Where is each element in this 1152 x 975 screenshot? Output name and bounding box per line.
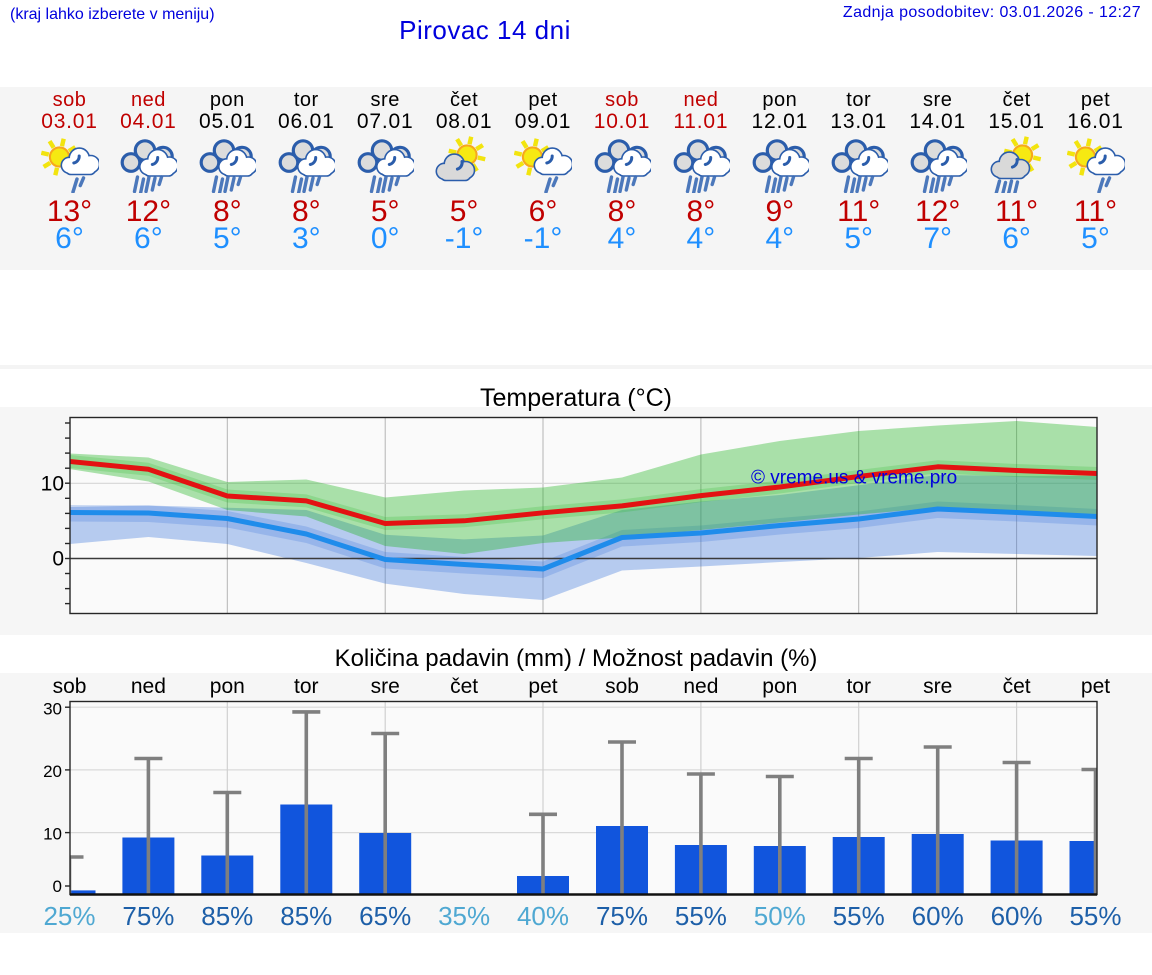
- svg-text:40%: 40%: [517, 901, 569, 931]
- svg-text:75%: 75%: [122, 901, 174, 931]
- svg-text:pon: pon: [210, 675, 245, 698]
- svg-text:tor: tor: [846, 675, 871, 698]
- svg-text:10: 10: [41, 472, 64, 495]
- svg-text:0: 0: [53, 877, 62, 896]
- svg-text:75%: 75%: [596, 901, 648, 931]
- svg-text:60%: 60%: [912, 901, 964, 931]
- svg-text:25%: 25%: [43, 901, 95, 931]
- svg-text:85%: 85%: [201, 901, 253, 931]
- svg-text:55%: 55%: [1069, 901, 1121, 931]
- svg-text:ned: ned: [683, 675, 718, 698]
- svg-text:65%: 65%: [359, 901, 411, 931]
- svg-text:35%: 35%: [438, 901, 490, 931]
- svg-text:20: 20: [43, 762, 62, 781]
- svg-text:sre: sre: [371, 675, 400, 698]
- svg-text:60%: 60%: [991, 901, 1043, 931]
- svg-text:tor: tor: [294, 675, 319, 698]
- svg-text:55%: 55%: [833, 901, 885, 931]
- svg-text:sre: sre: [923, 675, 952, 698]
- svg-text:10: 10: [43, 825, 62, 844]
- svg-text:85%: 85%: [280, 901, 332, 931]
- svg-text:50%: 50%: [754, 901, 806, 931]
- svg-text:© vreme.us & vreme.pro: © vreme.us & vreme.pro: [751, 468, 957, 489]
- svg-text:ned: ned: [131, 675, 166, 698]
- svg-text:čet: čet: [450, 675, 478, 698]
- svg-text:sob: sob: [605, 675, 639, 698]
- svg-text:čet: čet: [1003, 675, 1031, 698]
- svg-text:pet: pet: [528, 675, 557, 698]
- svg-text:pon: pon: [762, 675, 797, 698]
- svg-text:30: 30: [43, 700, 62, 719]
- svg-text:pet: pet: [1081, 675, 1110, 698]
- svg-text:0: 0: [52, 548, 64, 571]
- svg-text:55%: 55%: [675, 901, 727, 931]
- svg-text:sob: sob: [53, 675, 87, 698]
